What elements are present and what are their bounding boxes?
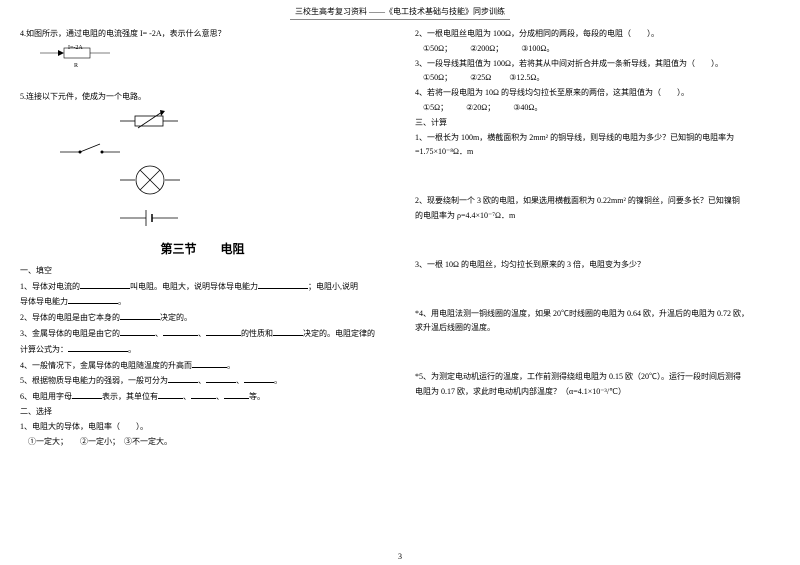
variable-resistor-icon: [120, 108, 385, 134]
cq4: *4、用电阻法测一铜线圈的温度，如果 20℃时线圈的电阻为 0.64 欧，升温后…: [415, 308, 780, 321]
c1: 1、电阻大的导体，电阻率（ ）。: [20, 421, 385, 434]
cq1b: =1.75×10⁻⁸Ω．m: [415, 146, 780, 159]
header-title: 三校生高考复习资料 ——《电工技术基础与技能》同步训练: [295, 7, 505, 16]
lamp-icon: [120, 162, 385, 198]
f4: 4、一般情况下，金属导体的电阻随温度的升高而。: [20, 359, 385, 373]
r-q3-opts: ①50Ω；②25Ω③12.5Ω。: [415, 72, 780, 85]
f3-cont: 计算公式为：。: [20, 343, 385, 357]
resistor-diagram: I=-2A R: [40, 45, 385, 75]
cq5: *5、为测定电动机运行的温度，工作前测得绕组电阻为 0.15 欧（20℃）。运行…: [415, 371, 780, 384]
left-column: 4.如图所示，通过电阻的电流强度 I= -2A，表示什么意思？ I=-2A R …: [20, 26, 385, 450]
q5-text: 5.连接以下元件，使成为一个电路。: [20, 91, 385, 104]
f3: 3、金属导体的电阻是由它的、、的性质和决定的。电阻定律的: [20, 327, 385, 341]
battery-icon: [120, 206, 385, 230]
r-q3: 3、一段导线其阻值为 100Ω，若将其从中间对折合并成一条新导线，其阻值为（ ）…: [415, 58, 780, 71]
r-q2-opts: ①50Ω；②200Ω；③100Ω。: [415, 43, 780, 56]
cq5b: 电阻为 0.17 欧，求此时电动机内部温度？（α=4.1×10⁻³/℃）: [415, 386, 780, 399]
fill-title: 一、填空: [20, 265, 385, 278]
r-q2: 2、一根电阻丝电阻为 100Ω，分成相同的两段，每段的电阻（ ）。: [415, 28, 780, 41]
f6: 6、电阻用字母表示，其单位有、、等。: [20, 390, 385, 404]
c1-opts: ①一定大； ②一定小； ③不一定大。: [20, 436, 385, 449]
cq4b: 求升温后线圈的温度。: [415, 322, 780, 335]
f1-cont: 导体导电能力。: [20, 295, 385, 309]
page-columns: 4.如图所示，通过电阻的电流强度 I= -2A，表示什么意思？ I=-2A R …: [0, 22, 800, 450]
f2: 2、导体的电阻是由它本身的决定的。: [20, 311, 385, 325]
switch-icon: [60, 138, 385, 158]
q4-text: 4.如图所示，通过电阻的电流强度 I= -2A，表示什么意思？: [20, 28, 385, 41]
choice-title: 二、选择: [20, 406, 385, 419]
section-title: 第三节 电阻: [20, 240, 385, 259]
svg-text:I=-2A: I=-2A: [68, 45, 83, 51]
right-column: 2、一根电阻丝电阻为 100Ω，分成相同的两段，每段的电阻（ ）。 ①50Ω；②…: [415, 26, 780, 450]
r-q4-opts: ①5Ω；②20Ω；③40Ω。: [415, 102, 780, 115]
calc-title: 三、计算: [415, 117, 780, 130]
cq2b: 的电阻率为 ρ=4.4×10⁻⁷Ω．m: [415, 210, 780, 223]
f1: 1、导体对电流的叫电阻。电阻大，说明导体导电能力；电阻小,说明: [20, 280, 385, 294]
cq3: 3、一根 10Ω 的电阻丝，均匀拉长到原来的 3 倍，电阻变为多少？: [415, 259, 780, 272]
f5: 5、根据物质导电能力的强弱，一般可分为、、。: [20, 374, 385, 388]
header-underline: [290, 19, 510, 20]
cq2: 2、现要绕制一个 3 欧的电阻，如果选用横截面积为 0.22mm² 的镍铜丝，问…: [415, 195, 780, 208]
page-number: 3: [398, 552, 402, 561]
cq1: 1、一根长为 100m，横截面积为 2mm² 的铜导线，则导线的电阻为多少？已知…: [415, 132, 780, 145]
svg-text:R: R: [74, 63, 78, 69]
r-q4: 4、若将一段电阻为 10Ω 的导线均匀拉长至原来的两倍，这其阻值为（ ）。: [415, 87, 780, 100]
